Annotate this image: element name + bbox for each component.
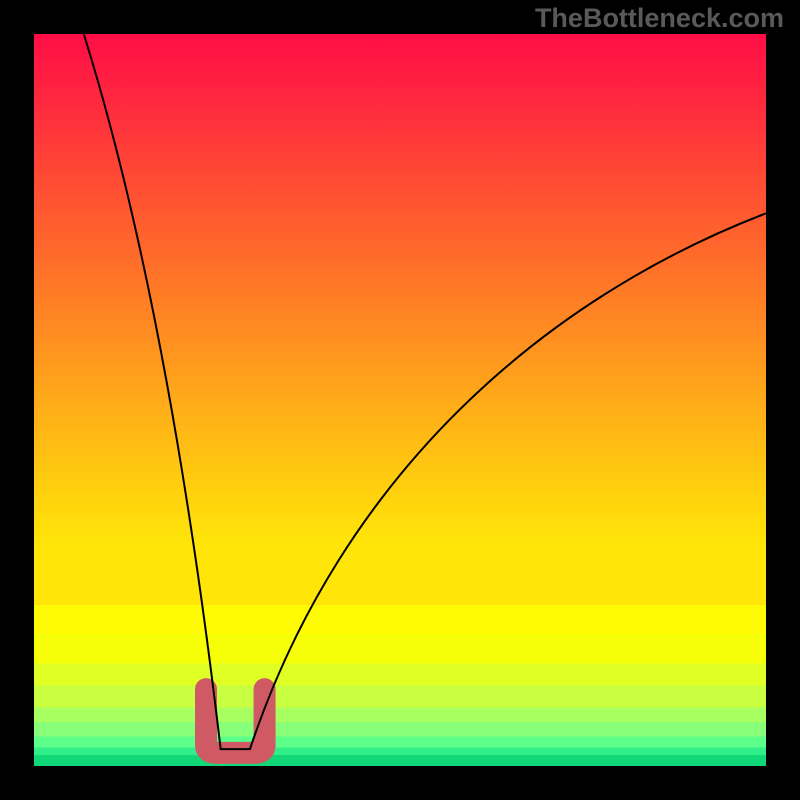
frame-bottom	[0, 766, 800, 800]
frame-right	[766, 0, 800, 800]
bottleneck-chart	[0, 0, 800, 800]
frame-left	[0, 0, 34, 800]
watermark-text: TheBottleneck.com	[535, 3, 784, 34]
gradient-background	[34, 34, 766, 766]
